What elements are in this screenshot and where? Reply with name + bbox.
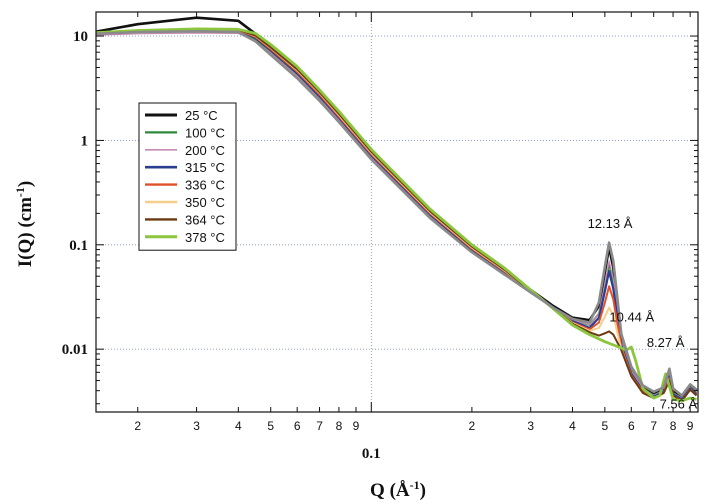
x-tick-label: 4 bbox=[569, 419, 576, 433]
grid-lines bbox=[96, 12, 698, 412]
x-tick-label: 5 bbox=[267, 419, 274, 433]
legend-label: 315 °C bbox=[185, 160, 225, 175]
legend-label: 364 °C bbox=[185, 212, 225, 227]
y-tick-label: 10 bbox=[73, 29, 88, 45]
peak-label: 7.56 Å bbox=[660, 397, 698, 412]
peak-label: 8.27 Å bbox=[647, 335, 685, 350]
x-tick-label: 9 bbox=[687, 419, 694, 433]
legend-label: 336 °C bbox=[185, 178, 225, 193]
plot-frame bbox=[95, 11, 699, 413]
x-tick-label: 2 bbox=[134, 419, 141, 433]
series-lines bbox=[95, 16, 698, 403]
x-tick-label: 6 bbox=[628, 419, 635, 433]
legend: 25 °C 100 °C 200 °C 315 °C 336 °C 350 °C 364 °… bbox=[138, 102, 237, 251]
y-tick-label: 0.1 bbox=[69, 238, 88, 254]
series-line-7 bbox=[95, 27, 697, 403]
x-axis-title: Q (Å-1) bbox=[370, 478, 426, 501]
legend-label: 200 °C bbox=[185, 143, 225, 158]
peak-label: 12.13 Å bbox=[588, 216, 633, 231]
peak-annotations: 12.13 Å 10.44 Å 8.27 Å 7.56 Å bbox=[588, 216, 698, 412]
x-tick-label: 4 bbox=[235, 419, 242, 433]
legend-label: 100 °C bbox=[185, 125, 225, 140]
x-tick-label: 6 bbox=[294, 419, 301, 433]
x-tick-label: 0.1 bbox=[362, 446, 381, 462]
x-tick-label: 3 bbox=[527, 419, 534, 433]
x-tick-label: 7 bbox=[316, 419, 323, 433]
legend-box bbox=[138, 102, 237, 251]
y-tick-label: 1 bbox=[81, 133, 89, 149]
x-tick-label: 7 bbox=[650, 419, 657, 433]
y-tick-label: 0.01 bbox=[62, 342, 88, 358]
peak-label: 10.44 Å bbox=[609, 309, 654, 324]
legend-label: 25 °C bbox=[185, 108, 218, 123]
x-tick-label: 5 bbox=[602, 419, 609, 433]
y-axis-title: I(Q) (cm-1) bbox=[13, 181, 36, 268]
x-tick-label: 3 bbox=[193, 419, 200, 433]
x-tick-label: 8 bbox=[336, 419, 343, 433]
legend-label: 378 °C bbox=[185, 230, 225, 245]
x-tick-label: 9 bbox=[353, 419, 360, 433]
series-line-8 bbox=[95, 30, 698, 397]
x-tick-label: 8 bbox=[670, 419, 677, 433]
legend-label: 350 °C bbox=[185, 195, 225, 210]
x-tick-label: 2 bbox=[469, 419, 476, 433]
